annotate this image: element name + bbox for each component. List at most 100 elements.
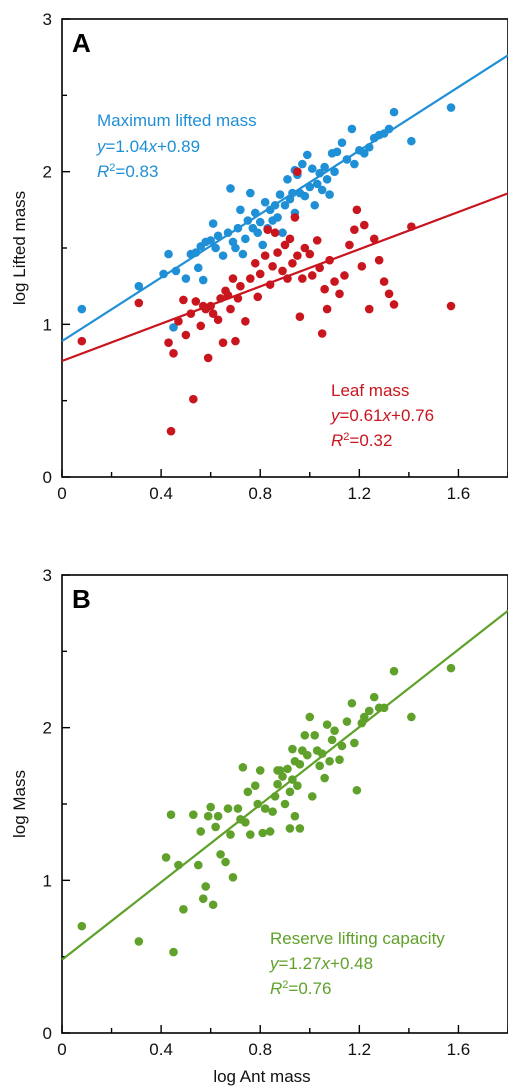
data-point	[241, 234, 250, 244]
data-point	[320, 284, 329, 294]
data-point	[218, 338, 228, 347]
data-point	[369, 234, 379, 244]
data-point	[389, 107, 399, 117]
data-point	[169, 323, 178, 332]
data-point	[330, 726, 339, 736]
data-point	[216, 294, 225, 303]
data-point	[332, 147, 342, 157]
data-point	[317, 749, 327, 758]
data-point	[364, 304, 374, 314]
data-point	[250, 258, 260, 268]
data-point	[350, 225, 359, 234]
data-point	[134, 937, 144, 946]
fit-line-reserve-lifting-capacity	[61, 609, 508, 961]
data-point	[307, 792, 317, 801]
data-point	[384, 124, 394, 134]
y-tick-label: 3	[43, 10, 52, 29]
data-point	[407, 712, 416, 722]
x-tick-label: 1.2	[348, 484, 372, 503]
data-point	[384, 289, 394, 299]
y-tick-label: 1	[43, 871, 52, 890]
data-point	[369, 692, 379, 702]
annotation-reserve-title: Reserve lifting capacity	[270, 929, 445, 948]
data-point	[273, 779, 282, 789]
data-point	[218, 251, 228, 260]
data-point	[193, 860, 203, 870]
data-point	[243, 216, 253, 225]
data-point	[228, 872, 238, 882]
data-point	[193, 263, 203, 273]
data-point	[337, 741, 347, 751]
panel-b-fit-lines	[61, 609, 508, 961]
data-point	[236, 281, 245, 291]
data-point	[288, 775, 297, 784]
data-point	[208, 900, 218, 910]
data-point	[221, 857, 230, 867]
data-point	[280, 200, 290, 210]
data-point	[268, 262, 277, 271]
data-point	[310, 731, 320, 740]
data-point	[305, 182, 315, 192]
x-tick-label: 1.6	[447, 1040, 471, 1059]
data-point	[198, 275, 208, 285]
data-point	[288, 188, 297, 198]
data-point	[238, 763, 248, 772]
x-tick-label: 1.2	[348, 1040, 372, 1059]
data-point	[258, 828, 268, 838]
data-point	[174, 860, 183, 870]
y-tick-label: 2	[43, 719, 52, 738]
data-point	[342, 155, 352, 164]
data-point	[317, 185, 327, 195]
data-point	[246, 830, 255, 839]
data-point	[359, 712, 369, 722]
data-point	[303, 750, 312, 760]
data-point	[231, 336, 240, 346]
data-point	[213, 231, 223, 241]
data-point	[379, 277, 389, 286]
panel-b-points	[77, 663, 456, 957]
x-tick-label: 0.8	[248, 484, 272, 503]
panel-a-chart: 0 0.4 0.8 1.2 1.6 0 1 2 3 A log Lifted mass Maxi…	[10, 10, 508, 503]
data-point	[364, 142, 374, 152]
data-point	[223, 291, 233, 300]
x-tick-label: 0.4	[149, 484, 173, 503]
data-point	[322, 304, 332, 314]
data-point	[312, 236, 322, 245]
data-point	[273, 766, 282, 775]
data-point	[206, 236, 215, 245]
y-tick-label: 0	[43, 1024, 52, 1043]
panel-b-y-axis-label: log Mass	[10, 770, 29, 838]
data-point	[325, 756, 334, 766]
panel-b-ticks: 0 0.4 0.8 1.2 1.6 0 1 2 3	[43, 566, 508, 1059]
data-point	[298, 274, 307, 283]
data-point	[389, 300, 399, 309]
data-point	[238, 249, 248, 259]
data-point	[325, 255, 334, 265]
data-point	[166, 810, 176, 819]
data-point	[335, 289, 344, 299]
data-point	[283, 764, 292, 774]
data-point	[293, 167, 302, 176]
data-point	[171, 266, 181, 276]
data-point	[189, 394, 198, 404]
data-point	[300, 731, 310, 740]
x-tick-label: 0.8	[248, 1040, 272, 1059]
data-point	[159, 269, 168, 279]
data-point	[347, 124, 357, 134]
panel-a-points	[77, 103, 456, 436]
data-point	[226, 304, 235, 314]
data-point	[265, 280, 275, 289]
y-tick-label: 3	[43, 566, 52, 585]
data-point	[285, 824, 295, 833]
data-point	[181, 274, 191, 283]
data-point	[191, 248, 201, 257]
data-point	[407, 222, 416, 231]
data-point	[280, 240, 290, 250]
data-point	[293, 251, 302, 260]
data-point	[359, 220, 369, 230]
annotation-leaf-title: Leaf mass	[331, 381, 409, 400]
x-tick-label: 1.6	[447, 484, 471, 503]
data-point	[352, 205, 362, 215]
data-point	[253, 799, 263, 809]
